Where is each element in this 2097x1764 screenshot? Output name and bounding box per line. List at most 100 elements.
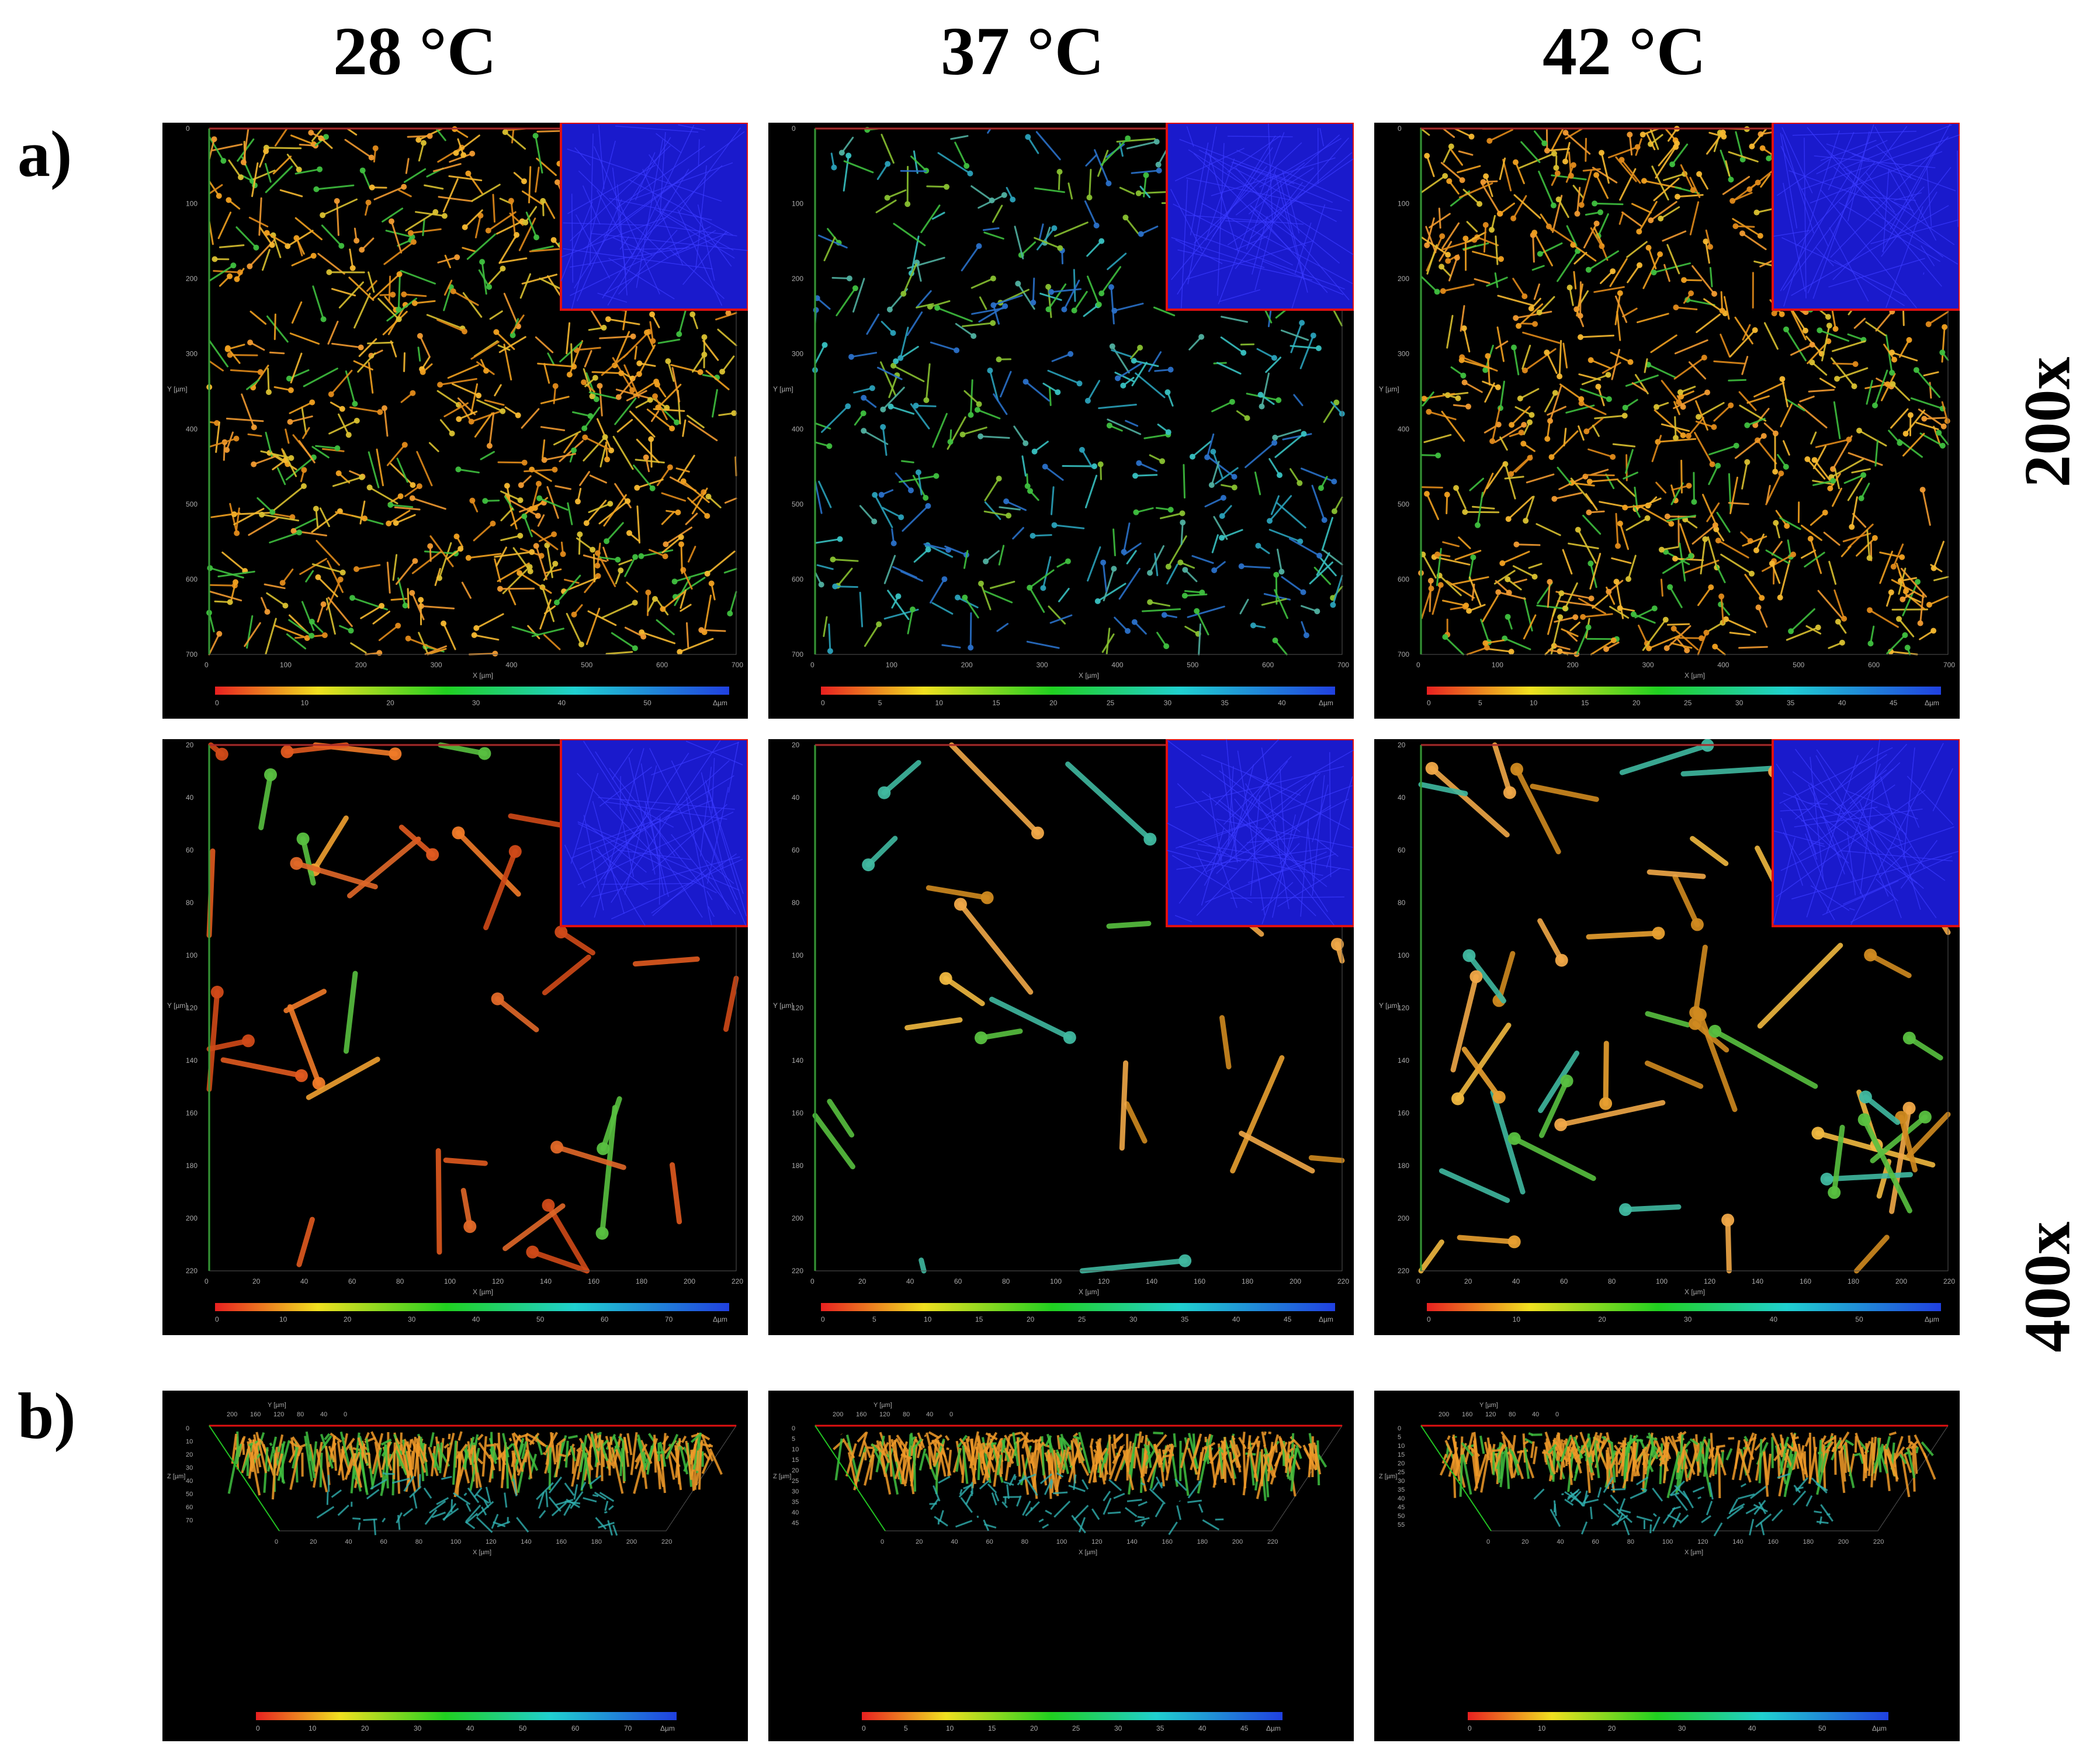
panel-200x-28C: 0 100 200 300 400 500 600 700 0 100 200 300 400 500 60… [162,123,748,719]
x-tick-label: 80 [1021,1538,1028,1545]
x-tick-label: 80 [415,1538,422,1545]
colorbar-tick-label: 10 [1530,699,1538,707]
panel-400x-42C: 0 20 40 60 80 100 120 140 160 180 200 220 20 40 60 80 10… [1374,739,1960,1335]
colorbar-tick-label: 5 [904,1724,908,1732]
axis-z-line [1420,1425,1492,1531]
y-tick-label: 0 [792,124,796,133]
x-tick-label: 60 [348,1277,356,1285]
x-tick-label: 100 [1056,1538,1067,1545]
y-tick-label: 80 [186,899,194,907]
x-tick-label: 40 [1512,1277,1520,1285]
x-tick-label: 120 [492,1277,504,1285]
colorbar-tick-label: 50 [1818,1724,1826,1732]
z-axis-label: Z [µm] [1379,1473,1397,1480]
biofilm-profile [833,1431,1327,1536]
z-tick-label: 0 [792,1425,795,1432]
y-tick-label: 180 [186,1162,197,1170]
x-tick-label: 180 [1803,1538,1814,1545]
y-axis-label: Y [µm] [874,1402,892,1409]
x-tick-label: 20 [916,1538,923,1545]
x-tick-label: 140 [521,1538,531,1545]
y-tick-label: 20 [186,741,194,749]
colorbar [821,687,1335,695]
colorbar-tick-label: 10 [1513,1315,1521,1323]
colorbar-tick-label: 0 [256,1724,260,1732]
y-tick-label: 100 [792,951,803,959]
x-tick-label: 180 [1242,1277,1253,1285]
x-tick-label: 400 [505,661,517,669]
y-tick-label: 200 [792,1214,803,1222]
x-tick-label: 500 [581,661,592,669]
colorbar [215,1303,729,1311]
x-tick-label: 0 [1416,661,1420,669]
colorbar-tick-label: 5 [1478,699,1482,707]
colorbar-tick-label: 60 [571,1724,580,1732]
x-tick-label: 40 [951,1538,958,1545]
y-tick-label: 40 [926,1411,933,1418]
z-tick-label: 5 [792,1436,795,1443]
colorbar-tick-label: 20 [1608,1724,1616,1732]
y-tick-label: 20 [1398,741,1406,749]
y-tick-label: 100 [792,200,803,208]
x-tick-label: 80 [396,1277,404,1285]
hyphae-network [1418,126,1950,657]
z-tick-label: 0 [186,1425,189,1432]
y-tick-label: 200 [1398,275,1409,283]
x-tick-label: 20 [252,1277,261,1285]
y-tick-label: 0 [949,1411,953,1418]
y-axis-label: Y [µm] [268,1402,286,1409]
y-tick-label: 60 [186,846,194,854]
x-tick-label: 200 [1838,1538,1849,1545]
x-tick-label: 120 [1704,1277,1715,1285]
x-tick-label: 60 [986,1538,993,1545]
column-title-42: 42 °C [1543,13,1706,89]
column-title-28: 28 °C [333,13,497,89]
colorbar-tick-label: 0 [215,699,219,707]
y-tick-label: 20 [792,741,800,749]
colorbar-tick-label: 20 [361,1724,369,1732]
row-label-a: a) [18,118,72,190]
y-tick-label: 160 [792,1109,803,1117]
x-tick-label: 160 [1800,1277,1811,1285]
z-tick-label: 35 [792,1499,799,1506]
magnification-200x: 200x [2011,356,2084,488]
inset-image [1772,123,1960,311]
x-tick-label: 100 [1492,661,1503,669]
y-tick-label: 700 [792,650,803,659]
z-tick-label: 35 [1398,1486,1405,1493]
y-tick-label: 120 [792,1004,803,1012]
colorbar-tick-label: 25 [1078,1315,1086,1323]
colorbar-tick-label: 35 [1221,699,1229,707]
x-tick-label: 200 [684,1277,695,1285]
colorbar-tick-label: 70 [624,1724,632,1732]
z-tick-label: 40 [186,1478,193,1485]
x-tick-label: 140 [1752,1277,1763,1285]
x-tick-label: 600 [656,661,668,669]
x-tick-label: 20 [310,1538,317,1545]
y-tick-label: 40 [320,1411,327,1418]
bounding-box [1420,128,1949,655]
x-tick-label: 100 [450,1538,461,1545]
colorbar-tick-label: 5 [878,699,882,707]
x-tick-label: 100 [280,661,292,669]
y-tick-label: 100 [1398,951,1409,959]
y-axis-label: Y [µm] [1479,1402,1498,1409]
y-tick-label: 140 [792,1056,803,1065]
y-tick-label: 0 [1398,124,1402,133]
x-tick-label: 400 [1717,661,1729,669]
y-tick-label: 60 [792,846,800,854]
colorbar-tick-label: 35 [1156,1724,1164,1732]
y-tick-label: 160 [250,1411,261,1418]
x-tick-label: 200 [1290,1277,1301,1285]
y-tick-label: 200 [1439,1411,1449,1418]
colorbar-tick-label: 30 [408,1315,416,1323]
y-tick-label: 120 [1398,1004,1409,1012]
y-tick-label: 200 [1398,1214,1409,1222]
x-tick-label: 0 [1486,1538,1490,1545]
z-tick-label: 30 [1398,1478,1405,1485]
y-tick-label: 200 [186,1214,197,1222]
y-tick-label: 0 [186,124,190,133]
x-tick-label: 100 [1656,1277,1668,1285]
x-tick-label: 80 [1627,1538,1634,1545]
y-tick-label: 220 [1398,1267,1409,1275]
